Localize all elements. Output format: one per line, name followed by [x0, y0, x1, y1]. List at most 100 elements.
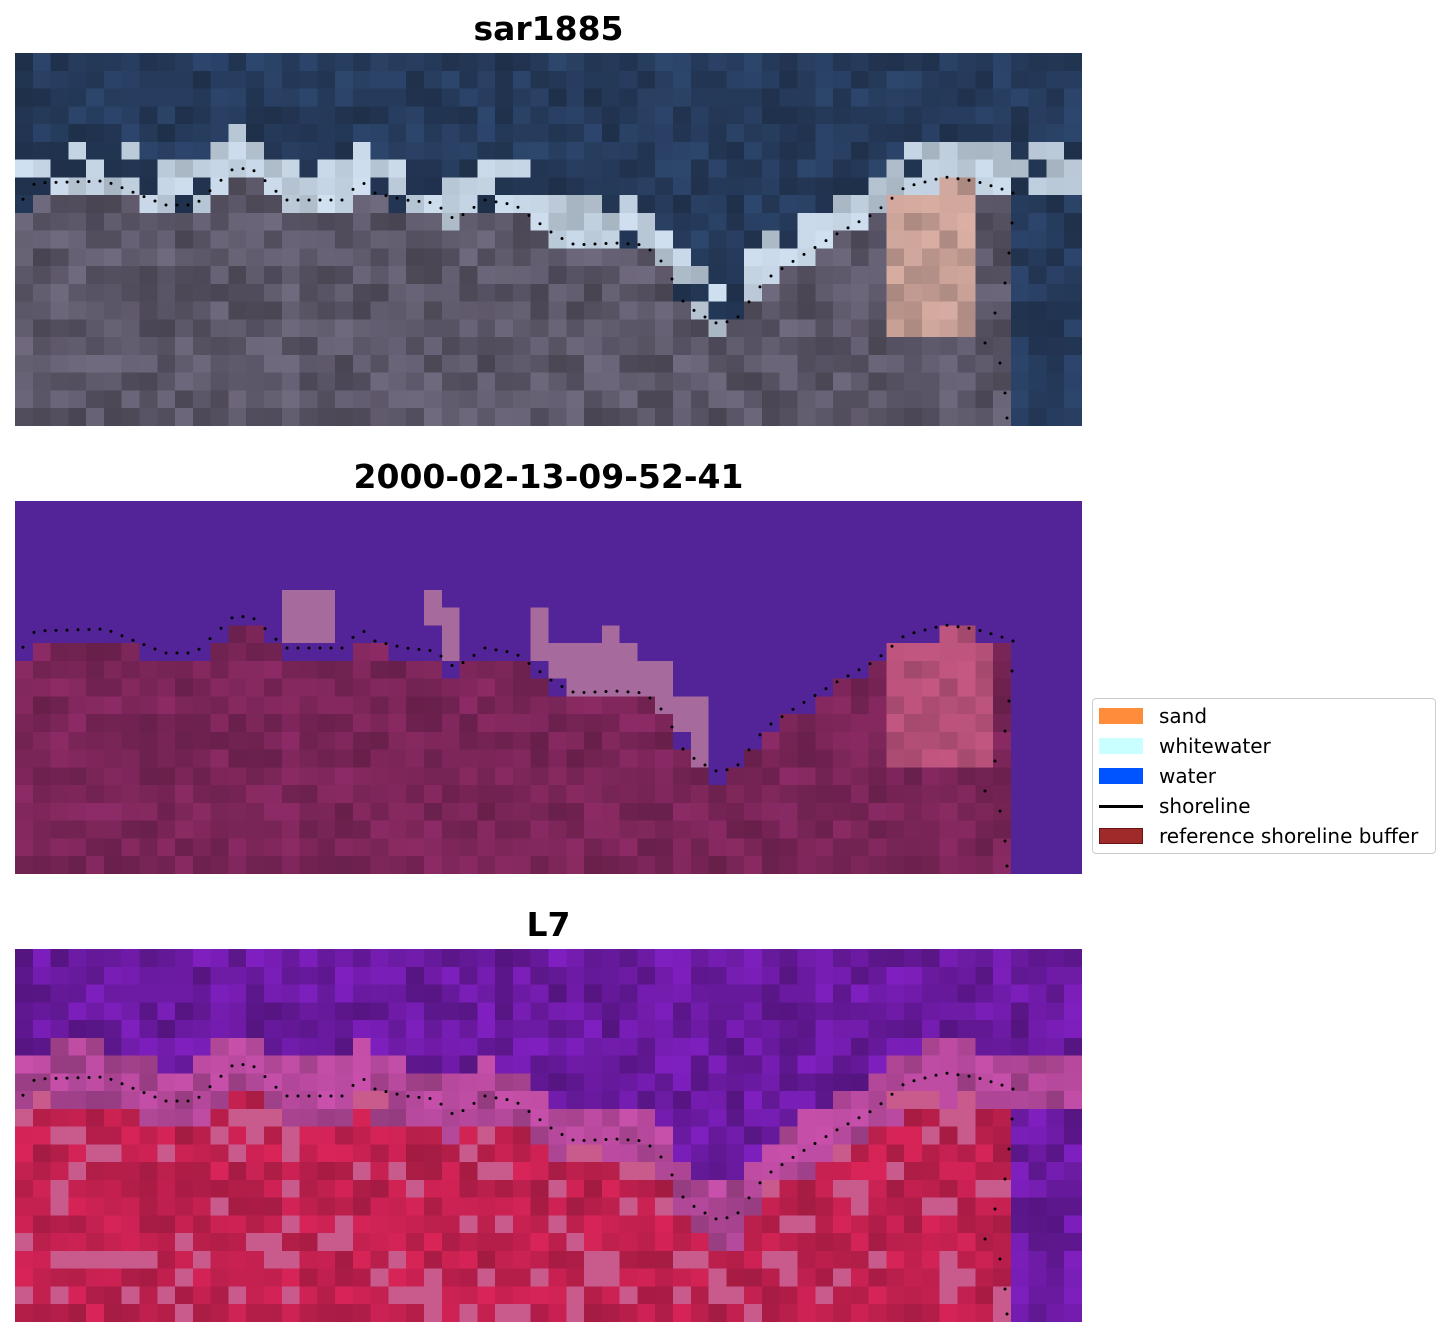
legend-item-shoreline: shoreline [1099, 791, 1251, 821]
shoreline-point [428, 649, 432, 652]
shoreline-point [505, 1098, 509, 1102]
shoreline-point [1010, 669, 1014, 673]
shoreline-overlay [21, 167, 1015, 420]
shoreline-point [945, 175, 949, 179]
shoreline-point [153, 199, 157, 203]
legend-item-sand: sand [1099, 701, 1207, 731]
sand-swatch-icon [1099, 708, 1143, 724]
shoreline-point [835, 1128, 839, 1132]
shoreline-point [296, 646, 300, 650]
shoreline-point [417, 199, 421, 203]
shoreline-point [670, 725, 674, 729]
shoreline-point [230, 168, 234, 172]
shoreline-point [274, 1085, 278, 1089]
shoreline-point [32, 1078, 36, 1082]
shoreline-point [813, 246, 817, 249]
shoreline-point [98, 179, 102, 183]
shoreline-point [549, 678, 553, 682]
shoreline-point [879, 1102, 883, 1106]
shoreline-point [175, 1099, 179, 1103]
shoreline-point [109, 1077, 113, 1081]
shoreline-point [703, 315, 707, 319]
rgb-image-panel [15, 53, 1082, 426]
legend-item-water: water [1099, 761, 1216, 791]
shoreline-point [483, 1094, 487, 1098]
shoreline-point [747, 300, 751, 304]
shoreline-point [725, 1216, 729, 1220]
shoreline-point [384, 642, 388, 646]
shoreline-point [43, 181, 47, 185]
shoreline-point [780, 267, 784, 271]
shoreline-point [1003, 391, 1007, 395]
panel-title-satellite: L7 [526, 905, 571, 944]
shoreline-point [142, 1091, 146, 1095]
shoreline-point [604, 689, 608, 693]
shoreline-point [307, 1094, 311, 1098]
shoreline-point [736, 1211, 740, 1215]
shoreline-point [983, 1237, 987, 1241]
shoreline-point [993, 311, 997, 315]
shoreline-point [582, 1139, 586, 1143]
shoreline-point [868, 662, 872, 666]
shoreline-point [318, 1094, 322, 1098]
shoreline-point [998, 809, 1002, 813]
shoreline-point [901, 1083, 905, 1087]
shoreline-point [87, 179, 91, 183]
classified-image [15, 501, 1082, 874]
shoreline-point [714, 1217, 718, 1221]
shoreline-point [175, 203, 179, 207]
shoreline-point [120, 1082, 124, 1086]
shoreline-point [1010, 221, 1014, 225]
shoreline-point [901, 635, 905, 639]
shoreline-point [890, 1092, 894, 1096]
shoreline-point [879, 206, 883, 210]
shoreline-point [208, 1085, 212, 1089]
shoreline-point [648, 696, 652, 700]
shoreline-point [813, 694, 817, 697]
shoreline-point [307, 646, 311, 650]
shoreline-point [527, 662, 531, 665]
shoreline-point [274, 637, 278, 641]
shoreline-point [681, 299, 685, 303]
shoreline-point [406, 1094, 410, 1098]
shoreline-point [659, 259, 663, 263]
shoreline-point [615, 241, 619, 245]
shoreline-point [516, 205, 520, 209]
shoreline-point [1007, 699, 1011, 703]
shoreline-point [439, 654, 443, 658]
shoreline-point [54, 180, 58, 184]
shoreline-point [461, 1109, 465, 1113]
shoreline-point [406, 646, 410, 650]
shoreline-point [285, 198, 289, 202]
shoreline-point [450, 1111, 454, 1115]
shoreline-point [318, 646, 322, 650]
shoreline-point [406, 198, 410, 202]
shoreline-point [428, 201, 432, 204]
shoreline-point [351, 1083, 355, 1087]
shoreline-point [769, 722, 773, 726]
shoreline-point [670, 277, 674, 281]
shoreline-point [1003, 281, 1007, 285]
shoreline-point [351, 187, 355, 191]
shoreline-point [142, 195, 146, 199]
shoreline-point [1011, 639, 1015, 643]
shoreline-point [758, 1181, 762, 1185]
shoreline-point [780, 1163, 784, 1167]
shoreline-point [384, 1090, 388, 1094]
shoreline-point [993, 1207, 997, 1211]
shoreline-point [747, 1196, 751, 1200]
shoreline-point [846, 226, 850, 230]
shoreline-point [956, 177, 960, 181]
shoreline-point [252, 169, 256, 173]
shoreline-point [1000, 635, 1004, 639]
shoreline-point [983, 789, 987, 793]
shoreline-point [692, 756, 696, 760]
shoreline-point [186, 1099, 190, 1103]
shoreline-point [32, 630, 36, 634]
shoreline-point [98, 1075, 102, 1079]
shoreline-point [703, 1211, 707, 1215]
shoreline-point [582, 691, 586, 695]
shoreline-point [912, 183, 916, 187]
legend-label: sand [1159, 704, 1208, 728]
shoreline-point [681, 1195, 685, 1199]
